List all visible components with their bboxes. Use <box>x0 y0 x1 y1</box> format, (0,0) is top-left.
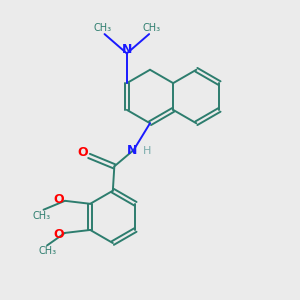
Text: N: N <box>122 43 132 56</box>
Text: CH₃: CH₃ <box>142 22 160 32</box>
Text: CH₃: CH₃ <box>33 211 51 221</box>
Text: O: O <box>54 228 64 241</box>
Text: CH₃: CH₃ <box>93 22 111 32</box>
Text: O: O <box>54 193 64 206</box>
Text: H: H <box>143 146 151 157</box>
Text: O: O <box>77 146 88 160</box>
Text: N: N <box>127 143 137 157</box>
Text: CH₃: CH₃ <box>38 246 56 256</box>
